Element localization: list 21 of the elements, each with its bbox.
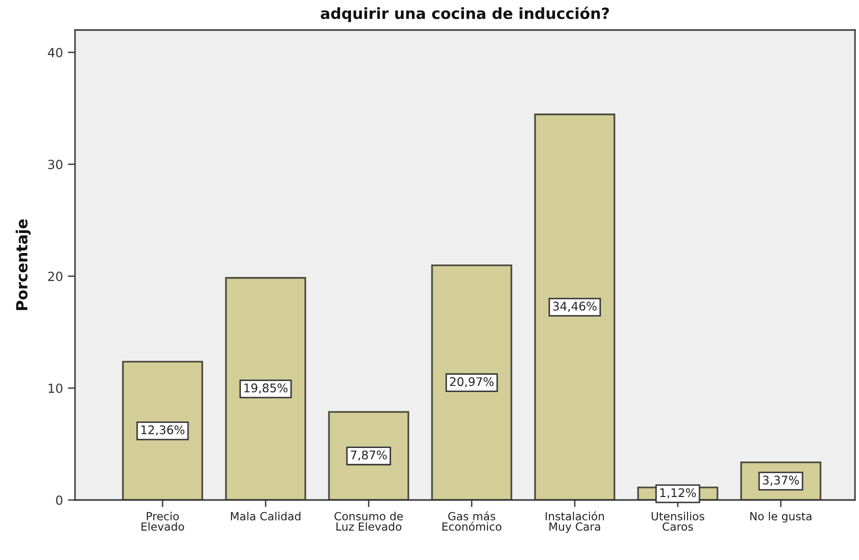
y-tick-label: 10 bbox=[48, 384, 62, 394]
y-tick-label: 40 bbox=[48, 48, 62, 58]
data-label: 19,85% bbox=[244, 383, 288, 394]
x-tick-label: Precio Elevado bbox=[142, 512, 184, 531]
y-tick-label: 30 bbox=[48, 160, 62, 170]
x-tick-label: Mala Calidad bbox=[230, 512, 300, 520]
x-tick-label: No le gusta bbox=[750, 512, 812, 523]
data-label: 7,87% bbox=[350, 450, 387, 461]
data-label: 20,97% bbox=[450, 377, 494, 388]
y-tick-label: 0 bbox=[56, 495, 62, 505]
data-label: 1,12% bbox=[660, 488, 696, 498]
x-tick-label: Instalación Muy Cara bbox=[546, 511, 604, 533]
chart-title: adquirir una cocina de inducción? bbox=[320, 6, 609, 22]
x-tick-label: Consumo de Luz Elevado bbox=[334, 512, 403, 531]
x-tick-label: Gas más Económico bbox=[442, 511, 502, 531]
y-tick-label: 20 bbox=[48, 272, 62, 282]
x-tick-label: Utensilios Caros bbox=[652, 512, 704, 531]
data-label: 3,37% bbox=[762, 476, 799, 486]
data-label: 12,36% bbox=[141, 425, 184, 436]
y-axis-title: Porcentaje bbox=[16, 219, 31, 310]
data-label: 34,46% bbox=[553, 302, 597, 312]
